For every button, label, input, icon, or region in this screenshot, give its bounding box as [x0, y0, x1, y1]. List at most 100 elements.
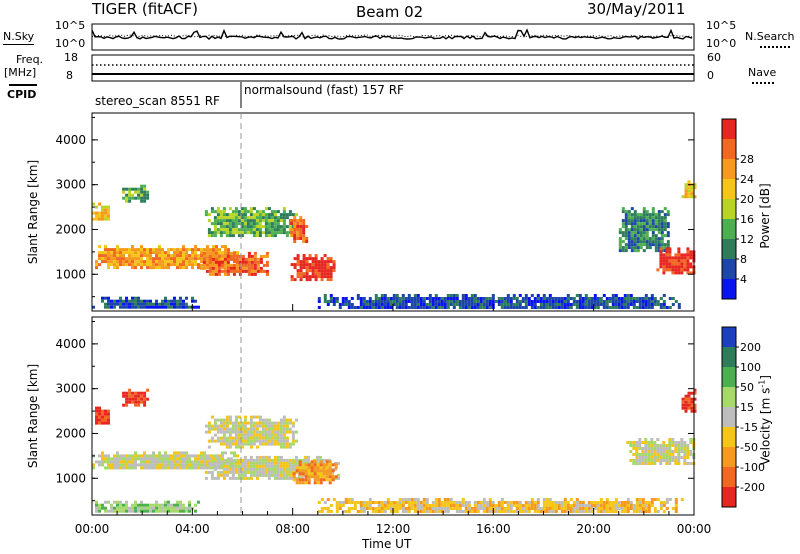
heatmap-cell: [191, 248, 194, 252]
heatmap-cell: [560, 306, 564, 309]
heatmap-cell: [684, 397, 688, 401]
heatmap-cell: [329, 297, 333, 300]
heatmap-cell: [401, 498, 405, 501]
heatmap-cell: [267, 216, 271, 220]
heatmap-cell: [627, 219, 631, 223]
heatmap-cell: [407, 501, 411, 504]
heatmap-cell: [128, 509, 131, 513]
heatmap-cell: [650, 456, 654, 459]
heatmap-cell: [344, 510, 348, 513]
heatmap-cell: [191, 254, 194, 258]
heatmap-cell: [536, 297, 540, 300]
heatmap-cell: [611, 294, 615, 297]
heatmap-cell: [395, 501, 399, 504]
heatmap-cell: [621, 249, 625, 253]
heatmap-cell: [104, 302, 107, 306]
heatmap-cell: [512, 294, 516, 297]
heatmap-cell: [211, 272, 215, 276]
heatmap-cell: [228, 470, 232, 474]
heatmap-cell: [329, 266, 333, 270]
heatmap-cell: [216, 476, 220, 480]
heatmap-cell: [146, 506, 149, 510]
heatmap-cell: [229, 266, 233, 270]
heatmap-cell: [657, 249, 661, 253]
heatmap-cell: [533, 297, 537, 300]
heatmap-cell: [173, 463, 176, 467]
heatmap-cell: [680, 259, 684, 263]
heatmap-cell: [134, 397, 138, 401]
heatmap-cell: [270, 213, 274, 217]
freq-label-line1: Freq.: [16, 53, 44, 66]
heatmap-cell: [255, 470, 259, 474]
heatmap-cell: [116, 506, 119, 510]
heatmap-cell: [677, 453, 681, 456]
heatmap-cell: [98, 418, 101, 422]
heatmap-cell: [285, 216, 289, 220]
heatmap-cell: [359, 303, 363, 306]
heatmap-cell: [176, 500, 179, 504]
heatmap-cell: [651, 234, 655, 238]
heatmap-cell: [273, 473, 277, 477]
heatmap-cell: [285, 467, 289, 471]
heatmap-cell: [98, 463, 101, 467]
heatmap-cell: [584, 510, 588, 513]
heatmap-cell: [630, 237, 634, 241]
colorbar-tick-label: 24: [740, 173, 754, 186]
heatmap-cell: [596, 501, 600, 504]
heatmap-cell: [690, 195, 694, 199]
heatmap-cell: [134, 451, 137, 455]
heatmap-cell: [231, 442, 235, 446]
heatmap-cell: [113, 257, 116, 261]
heatmap-cell: [273, 219, 277, 223]
heatmap-cell: [666, 240, 670, 244]
heatmap-cell: [128, 190, 132, 194]
heatmap-cell: [449, 507, 453, 510]
heatmap-cell: [291, 436, 295, 440]
heatmap-cell: [219, 231, 223, 235]
heatmap-cell: [663, 207, 667, 211]
heatmap-cell: [270, 216, 274, 220]
heatmap-cell: [258, 473, 262, 477]
heatmap-cell: [258, 461, 262, 465]
heatmap-cell: [668, 306, 672, 309]
heatmap-cell: [134, 260, 137, 264]
heatmap-cell: [241, 260, 245, 264]
heatmap-cell: [149, 266, 152, 270]
heatmap-cell: [536, 498, 540, 501]
heatmap-cell: [273, 213, 277, 217]
heatmap-cell: [225, 461, 229, 465]
heatmap-cell: [654, 222, 658, 226]
heatmap-cell: [234, 458, 238, 462]
heatmap-cell: [536, 504, 540, 507]
heatmap-cell: [170, 305, 173, 309]
heatmap-cell: [681, 397, 685, 401]
heatmap-cell: [665, 262, 669, 266]
heatmap-cell: [95, 211, 98, 215]
heatmap-cell: [482, 501, 486, 504]
heatmap-cell: [98, 454, 101, 458]
heatmap-cell: [119, 254, 122, 258]
heatmap-cell: [236, 251, 239, 255]
heatmap-cell: [234, 222, 238, 226]
heatmap-cell: [461, 510, 465, 513]
heatmap-cell: [185, 509, 188, 513]
heatmap-cell: [319, 478, 323, 482]
heatmap-cell: [261, 213, 265, 217]
noise-trace: [91, 28, 693, 40]
heatmap-cell: [104, 500, 107, 504]
heatmap-cell: [636, 222, 640, 226]
heatmap-cell: [179, 451, 182, 455]
heatmap-cell: [228, 433, 232, 437]
heatmap-cell: [219, 473, 223, 477]
heatmap-cell: [191, 454, 194, 458]
heatmap-cell: [503, 510, 507, 513]
heatmap-cell: [226, 263, 230, 267]
heatmap-cell: [285, 213, 289, 217]
heatmap-cell: [210, 470, 214, 474]
heatmap-cell: [545, 306, 549, 309]
heatmap-cell: [288, 210, 292, 214]
heatmap-cell: [252, 430, 256, 434]
heatmap-cell: [331, 478, 335, 482]
heatmap-cell: [518, 300, 522, 303]
heatmap-cell: [202, 266, 206, 270]
